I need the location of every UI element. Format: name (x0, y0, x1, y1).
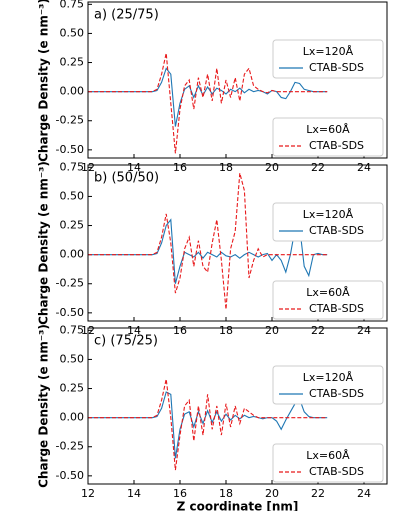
x-tick-label: 22 (311, 324, 325, 337)
plot-frame (87, 1, 388, 159)
y-tick-label: 0.00 (60, 248, 85, 261)
y-tick-label: 0.50 (60, 189, 85, 202)
y-tick-label: -0.50 (56, 143, 84, 156)
legend-title: Lx=120Å (303, 371, 354, 384)
y-tick-label: 0.50 (60, 26, 85, 39)
legend-label: CTAB-SDS (309, 61, 364, 74)
x-tick-label: 20 (265, 161, 279, 174)
panel-label: c) (75/25) (94, 334, 158, 349)
y-tick-label: 0.25 (60, 382, 85, 395)
x-tick-label: 24 (357, 324, 371, 337)
panel-label: b) (50/50) (94, 171, 159, 186)
x-tick-label: 16 (173, 487, 187, 500)
panel-label: a) (25/75) (94, 8, 159, 23)
x-tick-label: 14 (127, 324, 141, 337)
series-line (88, 379, 328, 471)
y-tick-label: -0.25 (56, 440, 84, 453)
series-line (88, 53, 328, 154)
x-tick-label: 16 (173, 161, 187, 174)
x-tick-label: 24 (357, 487, 371, 500)
legend-label: CTAB-SDS (309, 139, 364, 152)
y-tick-label: 0.75 (60, 0, 85, 10)
x-tick-label: 24 (357, 161, 371, 174)
legend-title: Lx=60Å (306, 123, 350, 136)
y-tick-label: 0.75 (60, 323, 85, 336)
y-tick-label: 0.75 (60, 160, 85, 173)
y-tick-label: 0.25 (60, 56, 85, 69)
x-tick-label: 22 (311, 161, 325, 174)
y-axis-label: Charge Density (e nm⁻³) (37, 161, 51, 325)
x-tick-label: 18 (219, 161, 233, 174)
legend-label: CTAB-SDS (309, 302, 364, 315)
legend-title: Lx=120Å (303, 208, 354, 221)
legend-title: Lx=60Å (306, 449, 350, 462)
y-tick-label: 0.00 (60, 411, 85, 424)
x-tick-label: 16 (173, 324, 187, 337)
x-tick-label: 12 (81, 487, 95, 500)
plot-frame (87, 164, 388, 322)
y-tick-label: -0.25 (56, 114, 84, 127)
plot-frame (87, 327, 388, 485)
x-tick-label: 18 (219, 324, 233, 337)
y-tick-label: -0.50 (56, 306, 84, 319)
x-tick-label: 22 (311, 487, 325, 500)
y-tick-label: 0.50 (60, 352, 85, 365)
y-tick-label: 0.00 (60, 85, 85, 98)
x-tick-label: 14 (127, 487, 141, 500)
y-tick-label: -0.50 (56, 469, 84, 482)
y-tick-label: -0.25 (56, 277, 84, 290)
y-axis-label: Charge Density (e nm⁻³) (37, 324, 51, 488)
x-tick-label: 14 (127, 161, 141, 174)
x-tick-label: 18 (219, 487, 233, 500)
legend-label: CTAB-SDS (309, 465, 364, 478)
x-tick-label: 20 (265, 324, 279, 337)
x-tick-label: 20 (265, 487, 279, 500)
legend-title: Lx=120Å (303, 45, 354, 58)
x-axis-label: Z coordinate [nm] (177, 500, 299, 511)
legend-label: CTAB-SDS (309, 387, 364, 400)
legend-title: Lx=60Å (306, 286, 350, 299)
y-tick-label: 0.25 (60, 219, 85, 232)
legend-label: CTAB-SDS (309, 224, 364, 237)
y-axis-label: Charge Density (e nm⁻³) (37, 0, 51, 162)
